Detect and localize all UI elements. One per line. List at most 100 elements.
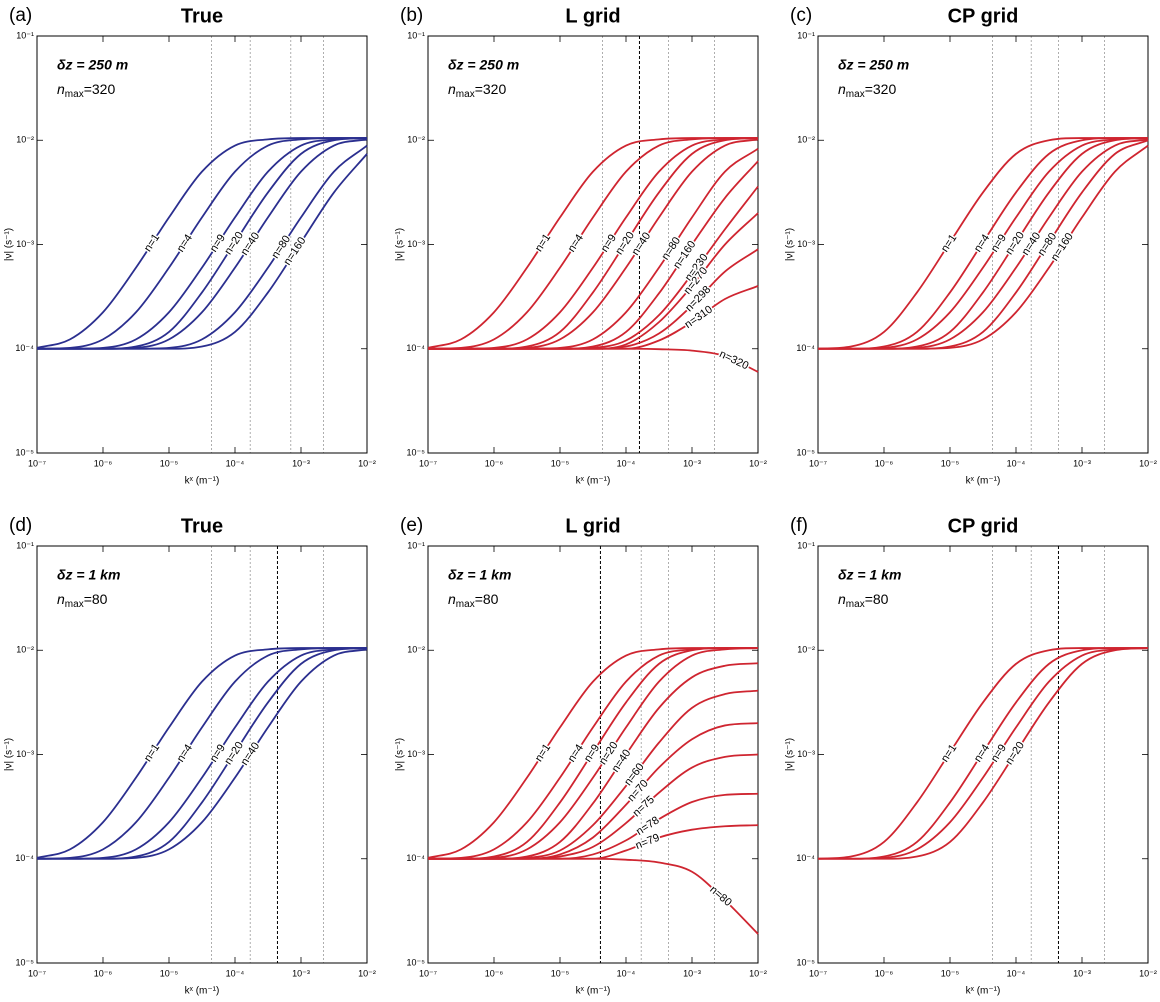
nmax-symbol: n xyxy=(57,591,65,607)
y-tick-label: 10⁻¹ xyxy=(16,30,34,40)
resolution-annotation: δz = 1 km xyxy=(57,567,120,583)
nmax-value: =320 xyxy=(84,81,116,97)
panel: 10⁻⁷ 10⁻⁶ 10⁻⁵ 10⁻⁴ 10⁻³ 10⁻² 10⁻⁵ 10⁻⁴ 10⁻³ 10⁻²… xyxy=(785,515,1157,997)
curve xyxy=(37,137,368,350)
x-tick-label: 10⁻⁶ xyxy=(485,968,504,978)
y-tick-label: 10⁻² xyxy=(797,645,815,655)
nmax-subscript: max xyxy=(846,89,865,100)
nmax-symbol: n xyxy=(448,591,456,607)
panel-label: (a) xyxy=(9,5,32,26)
plot-frame xyxy=(817,545,1149,964)
curve-label: n=1 xyxy=(533,742,553,764)
curve xyxy=(428,857,759,935)
panel-label: (c) xyxy=(790,5,812,26)
curve xyxy=(428,160,759,350)
y-tick-label: 10⁻¹ xyxy=(407,30,425,40)
nmax-value: =80 xyxy=(865,591,889,607)
y-tick-label: 10⁻² xyxy=(16,135,34,145)
x-tick-label: 10⁻⁶ xyxy=(94,968,113,978)
nmax-annotation: nmax=320 xyxy=(838,81,896,100)
curve-label: n=320 xyxy=(717,348,750,372)
resolution-annotation: δz = 250 m xyxy=(57,57,128,73)
x-tick-label: 10⁻⁶ xyxy=(875,458,894,468)
y-tick-label: 10⁻⁴ xyxy=(406,853,425,863)
y-axis-label: |ν| (s⁻¹) xyxy=(785,228,796,261)
panel: 10⁻⁷ 10⁻⁶ 10⁻⁵ 10⁻⁴ 10⁻³ 10⁻² 10⁻⁵ 10⁻⁴ 10⁻³ 10⁻²… xyxy=(785,5,1157,487)
curve-label: n=4 xyxy=(972,742,992,764)
y-tick-label: 10⁻⁵ xyxy=(407,957,426,967)
x-axis-label: kˣ (m⁻¹) xyxy=(576,986,611,997)
x-tick-label: 10⁻³ xyxy=(292,458,310,468)
y-tick-label: 10⁻¹ xyxy=(797,540,815,550)
y-tick-label: 10⁻³ xyxy=(797,749,815,759)
plot-frame xyxy=(36,545,368,964)
x-tick-label: 10⁻⁵ xyxy=(551,458,570,468)
y-tick-label: 10⁻¹ xyxy=(407,540,425,550)
y-tick-label: 10⁻³ xyxy=(407,239,425,249)
x-tick-label: 10⁻³ xyxy=(292,968,310,978)
resolution-annotation: δz = 1 km xyxy=(838,567,901,583)
panel: 10⁻⁷ 10⁻⁶ 10⁻⁵ 10⁻⁴ 10⁻³ 10⁻² 10⁻⁵ 10⁻⁴ 10⁻³ 10⁻²… xyxy=(4,5,376,487)
chart-title: CP grid xyxy=(948,515,1019,537)
curve-label: n=4 xyxy=(972,232,992,254)
curve xyxy=(36,137,367,349)
plot-frame xyxy=(427,35,759,454)
panel-label: (e) xyxy=(400,515,423,536)
x-tick-label: 10⁻⁴ xyxy=(226,458,245,468)
panel-label: (f) xyxy=(790,515,808,536)
y-tick-label: 10⁻³ xyxy=(797,239,815,249)
x-tick-label: 10⁻⁵ xyxy=(551,968,570,978)
x-tick-label: 10⁻⁴ xyxy=(1007,968,1026,978)
nmax-value: =320 xyxy=(475,81,507,97)
chart-title: CP grid xyxy=(948,5,1019,27)
resolution-annotation: δz = 250 m xyxy=(448,57,519,73)
curve xyxy=(36,647,367,859)
nmax-annotation: nmax=320 xyxy=(57,81,115,100)
nmax-subscript: max xyxy=(846,599,865,610)
y-tick-label: 10⁻³ xyxy=(16,749,34,759)
nmax-subscript: max xyxy=(456,89,475,100)
x-tick-label: 10⁻⁷ xyxy=(419,458,437,468)
x-tick-label: 10⁻⁴ xyxy=(617,458,636,468)
y-tick-label: 10⁻⁵ xyxy=(797,957,816,967)
plot-frame xyxy=(817,35,1149,454)
x-tick-label: 10⁻⁷ xyxy=(28,968,46,978)
x-tick-label: 10⁻² xyxy=(358,968,376,978)
panel-label: (b) xyxy=(400,5,423,26)
curve-label: n=4 xyxy=(566,232,586,254)
x-tick-label: 10⁻⁵ xyxy=(941,458,960,468)
chart-title: True xyxy=(181,515,223,537)
x-tick-label: 10⁻⁴ xyxy=(1007,458,1026,468)
x-tick-label: 10⁻² xyxy=(1139,458,1157,468)
curve xyxy=(37,648,368,860)
x-axis-label: kˣ (m⁻¹) xyxy=(185,476,220,487)
curve-label: n=1 xyxy=(939,742,959,764)
y-axis-label: |ν| (s⁻¹) xyxy=(785,738,796,771)
panel: 10⁻⁷ 10⁻⁶ 10⁻⁵ 10⁻⁴ 10⁻³ 10⁻² 10⁻⁵ 10⁻⁴ 10⁻³ 10⁻²… xyxy=(395,5,767,487)
curve xyxy=(36,647,367,860)
nmax-annotation: nmax=80 xyxy=(448,591,499,610)
x-tick-label: 10⁻³ xyxy=(1073,968,1091,978)
nmax-symbol: n xyxy=(57,81,65,97)
x-tick-label: 10⁻⁷ xyxy=(809,458,827,468)
curve xyxy=(428,689,759,860)
nmax-annotation: nmax=80 xyxy=(57,591,108,610)
x-tick-label: 10⁻³ xyxy=(683,968,701,978)
curve xyxy=(428,753,759,860)
y-axis-label: |ν| (s⁻¹) xyxy=(4,228,15,261)
panel-label: (d) xyxy=(9,515,32,536)
x-tick-label: 10⁻² xyxy=(749,968,767,978)
x-tick-label: 10⁻⁶ xyxy=(485,458,504,468)
nmax-subscript: max xyxy=(456,599,475,610)
x-tick-label: 10⁻² xyxy=(749,458,767,468)
curve xyxy=(37,647,368,860)
plot-frame xyxy=(36,35,368,454)
y-tick-label: 10⁻⁵ xyxy=(407,447,426,457)
curve-label: n=4 xyxy=(175,742,195,764)
curve xyxy=(36,137,367,350)
x-tick-label: 10⁻³ xyxy=(1073,458,1091,468)
y-tick-label: 10⁻⁵ xyxy=(16,957,35,967)
x-tick-label: 10⁻³ xyxy=(683,458,701,468)
x-tick-label: 10⁻⁴ xyxy=(617,968,636,978)
y-tick-label: 10⁻³ xyxy=(16,239,34,249)
